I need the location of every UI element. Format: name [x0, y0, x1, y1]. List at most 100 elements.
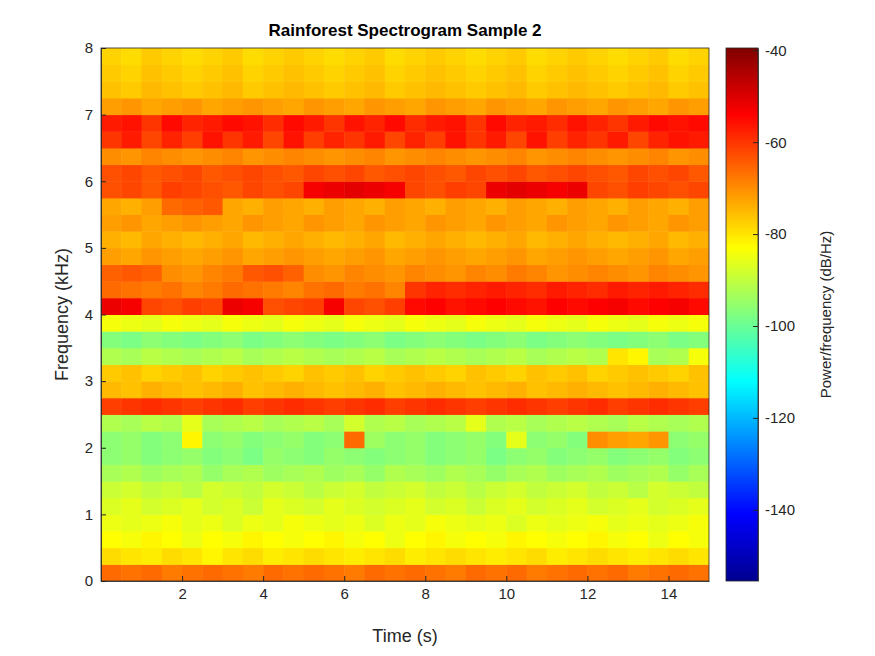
tick-label: -120 [765, 409, 795, 426]
cell [223, 231, 244, 248]
cell [121, 265, 142, 282]
cell [324, 481, 345, 498]
cell [162, 281, 183, 298]
cell [101, 65, 122, 82]
cell [202, 414, 223, 431]
cell [466, 464, 487, 481]
cell [304, 265, 325, 282]
cell [324, 564, 345, 581]
cell [243, 448, 264, 465]
cell [405, 481, 426, 498]
cell [628, 215, 649, 232]
cell [628, 165, 649, 182]
cell [506, 331, 527, 348]
cell [689, 348, 709, 365]
cell [385, 265, 406, 282]
cell [142, 298, 163, 315]
cell [162, 98, 183, 115]
cell [628, 198, 649, 215]
cell [587, 131, 608, 148]
cell [142, 514, 163, 531]
cell [648, 148, 669, 165]
cell [628, 548, 649, 565]
cell [567, 381, 588, 398]
cell [344, 315, 365, 332]
cell [243, 198, 264, 215]
cell [243, 181, 264, 198]
cell [283, 165, 304, 182]
cell [385, 481, 406, 498]
tick-label: -40 [765, 42, 787, 59]
cell [668, 548, 689, 565]
cell [425, 464, 446, 481]
cell [405, 98, 426, 115]
cell [527, 498, 548, 515]
cell [405, 48, 426, 65]
x-axis: 2468101214 [102, 576, 710, 602]
cell [142, 165, 163, 182]
cell [344, 65, 365, 82]
cell [344, 481, 365, 498]
cell [668, 364, 689, 381]
cell [162, 564, 183, 581]
cell [263, 564, 284, 581]
cell [506, 464, 527, 481]
cell [385, 281, 406, 298]
cell [405, 448, 426, 465]
cell [263, 265, 284, 282]
tick: 12 [580, 576, 597, 602]
cell [587, 198, 608, 215]
cell [567, 98, 588, 115]
cell [668, 315, 689, 332]
cell [567, 531, 588, 548]
cell [101, 181, 122, 198]
cell [142, 464, 163, 481]
cell [324, 398, 345, 415]
cell [283, 181, 304, 198]
chart: 2468101214012345678Rainforest Spectrogra… [0, 0, 875, 656]
cell [405, 248, 426, 265]
cell [405, 381, 426, 398]
cell [587, 165, 608, 182]
cell [567, 81, 588, 98]
cell [466, 431, 487, 448]
cell [506, 131, 527, 148]
cell [182, 131, 203, 148]
cell [527, 448, 548, 465]
cell [304, 248, 325, 265]
cell [162, 448, 183, 465]
cell [142, 65, 163, 82]
cell [547, 481, 568, 498]
cell [608, 81, 629, 98]
cell [506, 498, 527, 515]
cell [202, 181, 223, 198]
cell [121, 348, 142, 365]
cell [283, 281, 304, 298]
cell [506, 231, 527, 248]
cell [608, 431, 629, 448]
cell [466, 198, 487, 215]
cell [263, 431, 284, 448]
cell [446, 148, 467, 165]
cell [689, 514, 709, 531]
cell [142, 315, 163, 332]
cell [486, 298, 507, 315]
cell [466, 281, 487, 298]
cell [243, 148, 264, 165]
cell [567, 431, 588, 448]
cell [202, 448, 223, 465]
cell [689, 181, 709, 198]
cell [243, 131, 264, 148]
cell [364, 364, 385, 381]
cell [364, 48, 385, 65]
cell [506, 381, 527, 398]
cell [486, 215, 507, 232]
cell [202, 231, 223, 248]
cell [527, 531, 548, 548]
cell [324, 498, 345, 515]
cell [324, 298, 345, 315]
cell [648, 248, 669, 265]
cell [668, 481, 689, 498]
cell [101, 81, 122, 98]
tick-mark [506, 576, 507, 581]
